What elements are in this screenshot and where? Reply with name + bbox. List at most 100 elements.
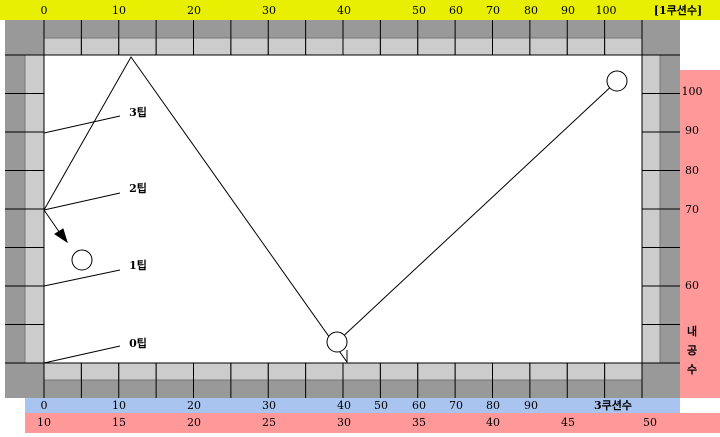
rail-cell [193,362,232,381]
rail-cell [305,362,344,381]
rail-cell [604,37,643,56]
bottom-scale-label: 30 [262,399,276,412]
rail-cell [43,37,82,56]
rail-cell [24,247,45,287]
top-scale-label: 20 [187,4,201,17]
rail-cell [379,37,419,56]
rail-cell [641,285,661,325]
rail-cell [230,37,269,56]
rail-cell [492,362,531,381]
rail-cell [24,208,45,248]
top-scale-label: 70 [486,4,500,17]
rail-cell [566,37,606,56]
right-scale-title: 공 [687,344,697,357]
right-scale-label: 90 [685,124,699,137]
top-scale-bar [0,0,720,20]
right-scale-title: 수 [687,363,697,376]
bottom-scale-label: 80 [486,399,500,412]
top-scale-label: 10 [112,4,126,17]
bottom-scale-label: 70 [449,399,463,412]
tip-label: 1팁 [129,259,147,272]
shot-path [43,56,628,364]
rail-cell [641,208,661,248]
object-path [336,80,618,343]
rail-cell [454,37,493,56]
rail-cell [641,324,661,364]
rail-cell [80,362,120,381]
rail-cell [417,362,456,381]
bottom-scale-bar-2 [25,413,720,433]
tip-line [43,345,121,364]
ball [606,70,628,92]
top-scale-label: 60 [449,4,463,17]
bottom-scale-bar [25,398,680,413]
rail-cell [193,37,232,56]
bottom-scale2-label: 45 [561,416,575,429]
top-scale-label: 0 [41,4,48,17]
bottom-scale2-label: 10 [37,416,51,429]
bottom-scale-label: 0 [41,399,48,412]
rail-cell [641,247,661,287]
bottom-scale2-label: 40 [486,416,500,429]
rail-cell [24,93,45,133]
ball [326,331,348,353]
rail-cell [155,362,194,381]
rail-cell [641,131,661,171]
rail-cell [566,362,606,381]
bottom-scale-label: 50 [374,399,388,412]
rail-cell [43,362,82,381]
rail-cell [118,362,157,381]
bottom-scale-label: 40 [337,399,351,412]
rail-cell [155,37,194,56]
rail-cell [342,37,381,56]
rail-cell [267,37,307,56]
top-scale-label: 80 [524,4,538,17]
right-scale-label: 70 [685,203,699,216]
right-scale-label: 100 [682,85,703,98]
ticks [5,20,680,398]
rail-cell [529,362,568,381]
tip-line [43,115,121,134]
labels: 0 10 20 30 40 50 60 70 80 90 100 [1쿠션수]10090807060내… [37,4,703,429]
tip-line [43,192,121,211]
tip-label: 2팁 [129,182,147,195]
rail-cell [529,37,568,56]
rail-cell [80,37,120,56]
tip-label: 3팁 [129,106,147,119]
rail-cell [417,37,456,56]
bottom-scale2-label: 50 [643,416,657,429]
rail-cell [379,362,419,381]
tip-label: 0팁 [129,337,147,350]
rail-cell [230,362,269,381]
rail-cell [454,362,493,381]
top-scale-label: 50 [412,4,426,17]
top-scale-label: 40 [337,4,351,17]
top-scale-title: [1쿠션수] [654,4,702,17]
rail-cell [267,362,307,381]
rail-cell [641,170,661,210]
rail-cell [118,37,157,56]
rail-cell [641,93,661,133]
right-scale-label: 60 [685,279,699,292]
cue-path [43,56,348,364]
rail-cell [342,362,381,381]
rail-cell [641,54,661,94]
play-field [43,54,643,364]
bottom-scale-title: 3쿠션수 [594,399,632,412]
ball [71,249,93,271]
top-scale-label: 30 [262,4,276,17]
bottom-scale2-label: 35 [412,416,426,429]
bottom-scale2-label: 20 [187,416,201,429]
bottom-scale2-label: 30 [337,416,351,429]
rail-cell [24,54,45,94]
right-scale-label: 80 [685,164,699,177]
arrow-head [54,228,68,244]
rail-cell [604,362,643,381]
rail-cell [24,131,45,171]
top-scale-label: 100 [596,4,617,17]
bottom-scale-label: 90 [524,399,538,412]
tip-line [43,269,121,287]
top-scale-label: 90 [561,4,575,17]
rail-cell [24,170,45,210]
